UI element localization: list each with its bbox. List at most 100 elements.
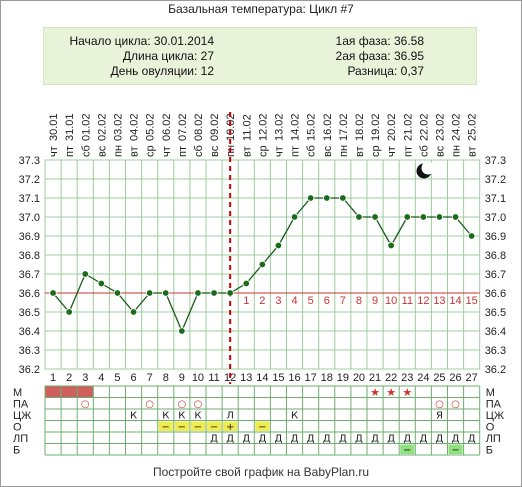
x-date-label: 19.02 (370, 113, 382, 141)
cj-mark[interactable]: К (178, 411, 185, 422)
x-date-label: 01.02 (80, 113, 92, 141)
lp-mark[interactable]: Д (339, 434, 347, 445)
lp-mark[interactable]: Д (226, 434, 234, 445)
temperature-point[interactable] (467, 232, 476, 240)
lp-mark[interactable]: Д (436, 434, 444, 445)
pa-mark[interactable]: ○ (194, 399, 203, 410)
temperature-point[interactable] (387, 241, 395, 250)
temperature-point[interactable] (113, 289, 122, 297)
temperature-point[interactable] (65, 308, 73, 316)
x-day-number: 2 (66, 372, 72, 384)
lp-mark[interactable]: Д (403, 434, 411, 445)
o-mark[interactable]: − (210, 422, 218, 433)
temperature-point[interactable] (258, 260, 267, 269)
footer-link[interactable]: Постройте свой график на BabyPlan.ru (152, 465, 370, 479)
b-cell-highlight[interactable] (400, 444, 415, 455)
o-mark[interactable]: − (178, 422, 186, 433)
cj-mark[interactable]: К (194, 411, 201, 422)
x-date-label: 06.02 (161, 113, 173, 141)
temperature-point[interactable] (81, 270, 89, 278)
x-day-number: 18 (321, 372, 333, 384)
lp-mark[interactable]: Д (355, 434, 363, 445)
temperature-point[interactable] (97, 279, 106, 288)
y-tick-label-left: 36.7 (19, 269, 40, 281)
temperature-point[interactable] (355, 213, 363, 221)
lp-mark[interactable]: Д (210, 434, 218, 445)
x-weekday-label: чт (273, 146, 285, 157)
x-date-label: 30.01 (48, 113, 60, 141)
temperature-point[interactable] (290, 213, 299, 221)
temperature-point[interactable] (371, 213, 379, 221)
ovulation-test-cell[interactable] (174, 421, 189, 432)
luteal-day-label: 13 (433, 295, 445, 307)
lp-mark[interactable]: Д (452, 434, 460, 445)
cj-mark[interactable]: К (162, 411, 169, 422)
moon-icon (416, 161, 435, 179)
cj-mark[interactable]: К (130, 411, 137, 422)
cj-mark[interactable]: К (291, 411, 298, 422)
x-weekday-label: сб (418, 145, 430, 157)
ovulation-test-cell[interactable] (223, 421, 238, 432)
lp-mark[interactable]: Д (291, 434, 299, 445)
y-tick-label-left: 36.5 (19, 307, 40, 319)
menses-cell[interactable] (77, 386, 94, 398)
o-mark[interactable]: + (226, 422, 234, 433)
temperature-point[interactable] (435, 213, 444, 221)
phase1-text: 1ая фаза: 36.58 (335, 34, 424, 48)
temperature-point[interactable] (162, 289, 170, 297)
temperature-point[interactable] (323, 194, 331, 202)
pa-mark[interactable]: ○ (145, 399, 154, 410)
temperature-point[interactable] (403, 213, 411, 221)
b-mark[interactable]: − (451, 445, 459, 456)
x-weekday-label: вс (209, 145, 221, 157)
temperature-point[interactable] (306, 194, 315, 202)
temperature-point[interactable] (419, 213, 428, 221)
x-date-label: 14.02 (290, 113, 302, 141)
lp-mark[interactable]: Д (419, 434, 427, 445)
menses-cell[interactable] (61, 386, 78, 398)
pa-mark[interactable]: ○ (177, 399, 186, 410)
x-day-number: 20 (353, 372, 365, 384)
ovulation-test-cell[interactable] (190, 421, 205, 432)
lp-mark[interactable]: Д (323, 434, 331, 445)
pa-mark[interactable]: ○ (435, 399, 444, 410)
star-icon: ★ (370, 386, 380, 399)
lp-mark[interactable]: Д (242, 434, 250, 445)
x-date-label: 11.02 (241, 114, 253, 141)
x-date-label: 09.02 (209, 113, 221, 141)
lp-mark[interactable]: Д (387, 434, 395, 445)
lp-mark[interactable]: Д (371, 434, 379, 445)
row-label-right: ЛП (486, 433, 501, 445)
lp-mark[interactable]: Д (468, 434, 476, 445)
temperature-point[interactable] (210, 289, 218, 297)
b-cell-highlight[interactable] (448, 444, 463, 455)
ovulation-test-cell[interactable] (207, 421, 222, 432)
temperature-point[interactable] (226, 289, 234, 297)
temperature-point[interactable] (49, 289, 57, 297)
temperature-point[interactable] (339, 194, 347, 202)
temperature-point[interactable] (274, 241, 283, 250)
cj-mark[interactable]: Я (436, 411, 443, 422)
temperature-point[interactable] (194, 289, 202, 297)
temperature-point[interactable] (451, 213, 460, 221)
lp-mark[interactable]: Д (258, 434, 266, 445)
x-weekday-label: ср (257, 145, 269, 157)
lp-mark[interactable]: Д (307, 434, 315, 445)
pa-mark[interactable]: ○ (81, 399, 90, 410)
cj-mark[interactable]: Л (226, 411, 234, 422)
pa-mark[interactable]: ○ (451, 399, 460, 410)
b-mark[interactable]: − (403, 445, 411, 456)
temperature-point[interactable] (129, 308, 138, 316)
x-weekday-label: чт (161, 146, 173, 157)
o-mark[interactable]: − (194, 422, 202, 433)
ovulation-test-cell[interactable] (255, 421, 270, 432)
o-mark[interactable]: − (258, 422, 266, 433)
temperature-point[interactable] (178, 327, 186, 335)
ovulation-test-cell[interactable] (158, 421, 173, 432)
temperature-point[interactable] (145, 289, 154, 297)
temperature-point[interactable] (242, 279, 250, 288)
o-mark[interactable]: − (162, 422, 170, 433)
menses-cell[interactable] (45, 386, 62, 398)
lp-mark[interactable]: Д (275, 434, 283, 445)
